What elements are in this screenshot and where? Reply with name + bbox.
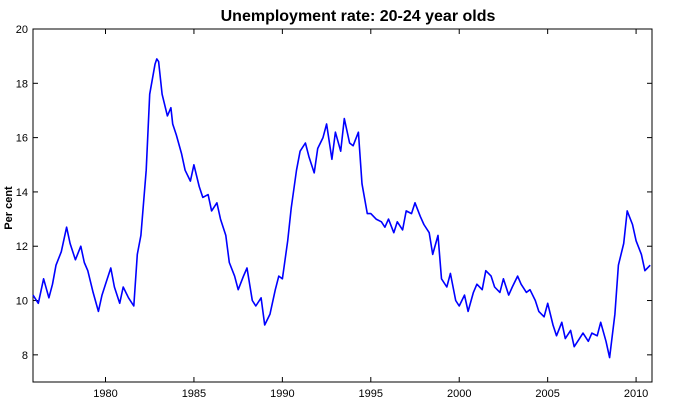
y-tick-label: 8 <box>22 350 28 362</box>
x-tick-label: 1980 <box>93 388 117 400</box>
y-axis-label: Per cent <box>3 186 15 230</box>
y-tick-label: 20 <box>16 24 28 36</box>
y-tick-label: 14 <box>16 187 28 199</box>
x-tick-label: 2010 <box>624 388 648 400</box>
x-tick-label: 2005 <box>535 388 559 400</box>
y-tick-label: 10 <box>16 296 28 308</box>
y-tick-label: 12 <box>16 241 28 253</box>
y-tick-label: 16 <box>16 133 28 145</box>
x-tick-label: 1985 <box>182 388 206 400</box>
chart-title: Unemployment rate: 20-24 year olds <box>221 8 496 25</box>
series-line <box>32 58 651 359</box>
x-tick-label: 2000 <box>447 388 471 400</box>
y-tick-label: 18 <box>16 78 28 90</box>
axis-ticks: 8 10 12 14 16 18 20 1980 1985 1990 1995 2000 2005 201… <box>16 24 652 400</box>
x-tick-label: 1995 <box>359 388 383 400</box>
x-tick-label: 1990 <box>270 388 294 400</box>
plot-area <box>32 28 653 383</box>
